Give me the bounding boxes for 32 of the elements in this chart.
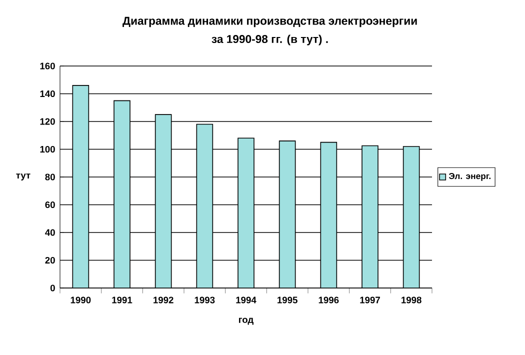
x-tick-label: 1992 — [154, 296, 174, 304]
x-tick-label: 1991 — [112, 296, 132, 304]
bar — [154, 114, 172, 288]
x-tick-label: 1996 — [318, 296, 339, 304]
y-tick-label: 140 — [40, 90, 55, 98]
legend-label: Эл. энерг. — [448, 172, 490, 181]
x-tick-label: 1997 — [360, 296, 380, 304]
y-tick-label: 0 — [50, 284, 55, 292]
y-tick-label: 120 — [40, 118, 55, 125]
bar — [278, 140, 296, 288]
bar — [320, 142, 338, 288]
x-tick-label: 1995 — [278, 296, 298, 304]
y-tick-label: 20 — [45, 256, 55, 264]
y-tick-label: 80 — [45, 174, 55, 180]
x-tick-label: 1993 — [194, 296, 215, 304]
y-tick-label: 100 — [40, 146, 55, 153]
x-tick-label: 1994 — [236, 296, 256, 304]
bar — [196, 124, 214, 288]
chart-subtitle: за 1990-98 гг. (в тут) . — [212, 34, 328, 46]
y-axis-title: тут — [16, 174, 30, 180]
chart-title: Диаграмма динамики производства электроэнергии — [122, 16, 417, 28]
y-tick-label: 40 — [45, 229, 55, 236]
bar — [114, 100, 130, 288]
bar — [238, 138, 254, 288]
x-tick-label: 1998 — [402, 296, 422, 304]
y-tick-label: 60 — [45, 201, 55, 208]
bar — [402, 146, 420, 288]
bar — [362, 145, 378, 288]
x-tick-label: 1990 — [70, 296, 91, 304]
bar — [72, 85, 90, 288]
x-axis-title: год — [239, 318, 254, 325]
y-tick-label: 160 — [40, 62, 55, 70]
